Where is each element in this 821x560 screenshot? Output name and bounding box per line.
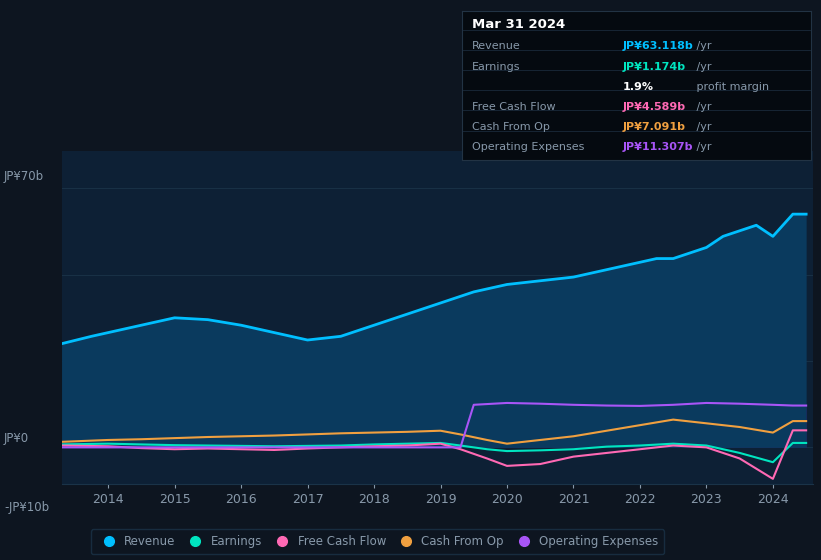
Text: /yr: /yr [693, 41, 711, 52]
Text: Earnings: Earnings [472, 62, 521, 72]
Text: Revenue: Revenue [472, 41, 521, 52]
Text: /yr: /yr [693, 62, 711, 72]
Text: /yr: /yr [693, 142, 711, 152]
Text: 1.9%: 1.9% [623, 82, 654, 92]
Text: JP¥7.091b: JP¥7.091b [623, 122, 686, 132]
Text: profit margin: profit margin [693, 82, 768, 92]
Text: JP¥0: JP¥0 [4, 432, 30, 445]
Text: JP¥70b: JP¥70b [4, 170, 44, 183]
Text: JP¥63.118b: JP¥63.118b [623, 41, 694, 52]
Text: -JP¥10b: -JP¥10b [4, 501, 49, 514]
Text: /yr: /yr [693, 102, 711, 112]
Text: JP¥4.589b: JP¥4.589b [623, 102, 686, 112]
Text: Free Cash Flow: Free Cash Flow [472, 102, 556, 112]
Text: JP¥11.307b: JP¥11.307b [623, 142, 693, 152]
Text: /yr: /yr [693, 122, 711, 132]
Text: Cash From Op: Cash From Op [472, 122, 550, 132]
Text: Operating Expenses: Operating Expenses [472, 142, 585, 152]
Text: Mar 31 2024: Mar 31 2024 [472, 18, 566, 31]
Legend: Revenue, Earnings, Free Cash Flow, Cash From Op, Operating Expenses: Revenue, Earnings, Free Cash Flow, Cash … [91, 529, 664, 554]
Text: JP¥1.174b: JP¥1.174b [623, 62, 686, 72]
